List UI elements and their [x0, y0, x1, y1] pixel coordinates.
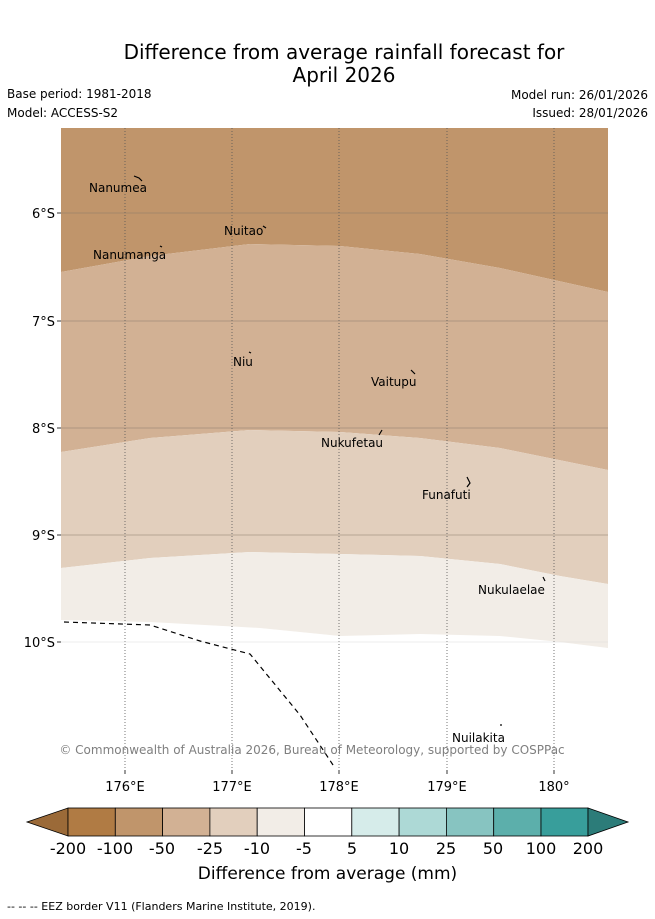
issued-date: Issued: 28/01/2026: [532, 106, 648, 120]
island-nukulaelae: [542, 576, 546, 582]
island-nanumea: [133, 175, 143, 182]
island-nuitao: [262, 225, 267, 229]
island-vaitupu: [410, 369, 416, 375]
colorbar-swatch: [256, 807, 305, 837]
label-funafuti: Funafuti: [422, 488, 471, 502]
label-niu: Niu: [233, 355, 253, 369]
band-minus-50: [61, 128, 608, 292]
colorbar-swatch: [351, 807, 400, 837]
colorbar-swatch: [445, 807, 495, 837]
lat-label-6s: 6°S: [32, 207, 55, 222]
copyright: © Commonwealth of Australia 2026, Bureau…: [59, 743, 564, 757]
colorbar-swatch: [398, 807, 447, 837]
title-line-2: April 2026: [292, 63, 396, 87]
label-nanumea: Nanumea: [89, 181, 147, 195]
lon-label-178: 178°E: [319, 780, 359, 795]
colorbar-swatch: [162, 807, 211, 837]
colorbar-label: -200: [49, 839, 87, 858]
colorbar-extend-high: [587, 807, 630, 837]
colorbar-title: Difference from average (mm): [197, 864, 458, 884]
label-nukulaelae: Nukulaelae: [478, 583, 545, 597]
island-funafuti: [466, 476, 471, 488]
label-vaitupu: Vaitupu: [371, 375, 417, 389]
colorbar-extend-low: [25, 807, 69, 837]
colorbar-label: 25: [435, 839, 457, 858]
colorbar: [25, 807, 630, 837]
islands: [133, 175, 546, 726]
colorbar-label: 10: [388, 839, 410, 858]
colorbar-swatch: [114, 807, 164, 837]
colorbar-swatch: [67, 807, 116, 837]
island-nanumanga: [159, 245, 163, 248]
model-run: Model run: 26/01/2026: [510, 88, 648, 102]
colorbar-label: 100: [525, 839, 557, 858]
lon-label-180: 180°: [538, 780, 569, 795]
band-minus-10: [61, 430, 608, 584]
base-period: Base period: 1981-2018: [7, 87, 152, 101]
lat-label-10s: 10°S: [24, 636, 55, 651]
label-nanumanga: Nanumanga: [93, 248, 166, 262]
lat-label-7s: 7°S: [32, 315, 55, 330]
colorbar-label: -25: [196, 839, 224, 858]
parallels: [61, 212, 608, 643]
lon-label-179: 179°E: [427, 780, 467, 795]
title-line-1: Difference from average rainfall forecas…: [123, 40, 565, 64]
colorbar-swatch: [493, 807, 542, 837]
footnote: -- -- -- EEZ border V11 (Flanders Marine…: [7, 900, 316, 913]
band-minus-5: [61, 552, 608, 648]
colorbar-label: 5: [346, 839, 358, 858]
colorbar-swatch: [540, 807, 589, 837]
island-niu: [248, 351, 252, 354]
model-name: Model: ACCESS-S2: [7, 106, 119, 120]
colorbar-label: -50: [148, 839, 176, 858]
lon-label-177: 177°E: [212, 780, 252, 795]
chart-title: Difference from average rainfall forecas…: [0, 41, 655, 87]
colorbar-swatch: [304, 807, 353, 837]
eez-border: [63, 621, 336, 769]
colorbar-label: -5: [296, 839, 312, 858]
lat-label-9s: 9°S: [32, 529, 55, 544]
colorbar-label: 50: [482, 839, 504, 858]
lon-label-176: 176°E: [105, 780, 145, 795]
lat-label-8s: 8°S: [32, 422, 55, 437]
colorbar-swatch: [209, 807, 258, 837]
label-nuitao: Nuitao: [224, 224, 263, 238]
island-nukufetau: [378, 429, 383, 436]
colorbar-label: -10: [243, 839, 271, 858]
meridians: [124, 128, 555, 770]
label-nukufetau: Nukufetau: [321, 436, 383, 450]
tick-marks: [57, 212, 555, 774]
colorbar-label: -100: [96, 839, 134, 858]
colorbar-label: 200: [572, 839, 604, 858]
band-minus-25: [61, 244, 608, 470]
label-nuilakita: Nuilakita: [452, 731, 505, 745]
